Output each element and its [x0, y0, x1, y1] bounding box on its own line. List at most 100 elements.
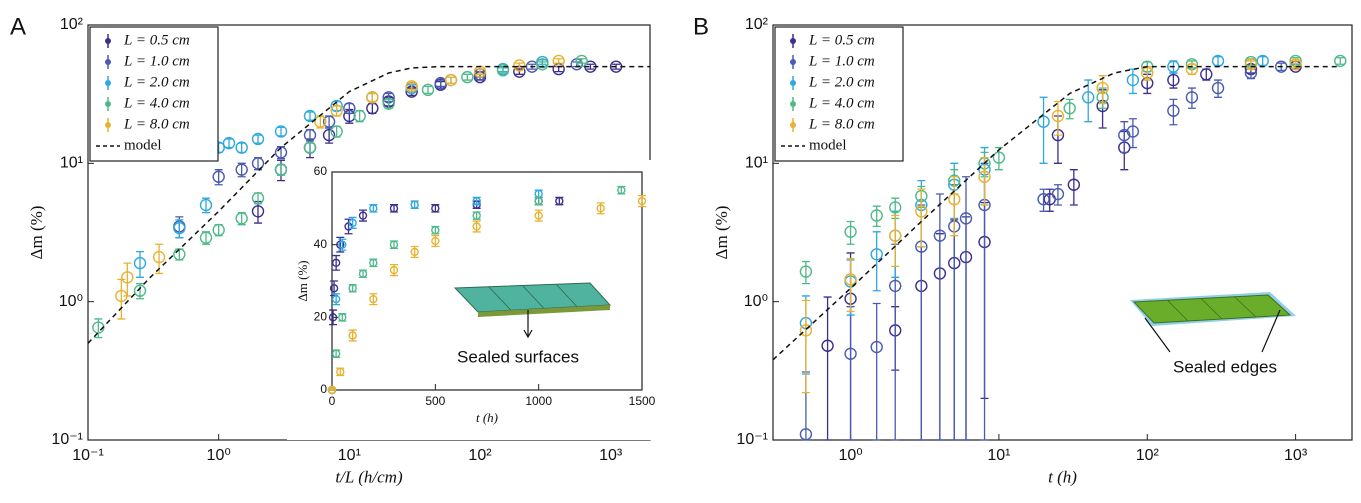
data-point: [274, 146, 288, 159]
data-point: [353, 109, 366, 123]
error-bar: [1039, 188, 1048, 212]
error-bar: [577, 58, 586, 64]
x-tick-label: 10¹: [987, 447, 1010, 464]
data-point: [870, 248, 883, 261]
legend-swatch: [790, 122, 796, 128]
data-point: [1126, 125, 1140, 138]
x-tick-label: 10⁰: [838, 447, 862, 464]
plate-edge: [478, 305, 610, 317]
error-bar: [801, 260, 810, 285]
legend-label: L = 8.0 cm: [808, 116, 875, 132]
x-tick-label: 10¹: [338, 447, 361, 464]
legend-swatch: [105, 59, 111, 65]
x-tick-label: 10²: [468, 447, 492, 464]
data-point: [235, 212, 248, 225]
data-point: [978, 170, 991, 183]
error-bar: [994, 146, 1003, 171]
y-tick-label: 0: [320, 382, 327, 396]
data-point: [322, 115, 336, 128]
error-bar: [823, 296, 832, 441]
data-point: [348, 218, 357, 228]
plate-groove: [555, 283, 578, 308]
error-bar: [935, 193, 944, 441]
data-point: [222, 136, 236, 150]
data-point: [1051, 109, 1065, 123]
data-point: [513, 59, 526, 72]
error-bar: [1128, 118, 1137, 149]
plate-groove: [1167, 299, 1189, 322]
error-bar: [1084, 79, 1093, 123]
error-bar: [872, 231, 881, 292]
data-point: [251, 132, 265, 146]
error-bar: [475, 68, 484, 75]
data-point: [133, 284, 147, 297]
data-point: [637, 196, 647, 206]
legend-swatch: [790, 38, 796, 44]
data-point: [405, 80, 418, 93]
x-axis-label: t (h): [1048, 467, 1077, 486]
data-point: [358, 211, 368, 220]
data-point: [431, 225, 440, 235]
data-point: [199, 198, 213, 212]
error-bar: [447, 76, 456, 84]
legend-swatch: [105, 38, 111, 44]
data-point: [992, 151, 1006, 164]
data-point: [369, 258, 378, 268]
data-point: [534, 211, 543, 220]
legend-label: model: [124, 137, 162, 153]
legend-label: L = 1.0 cm: [808, 53, 875, 69]
data-point: [1167, 73, 1180, 87]
data-point: [421, 83, 435, 97]
error-bar: [332, 254, 341, 271]
data-point: [1126, 73, 1140, 87]
data-point: [330, 104, 343, 117]
error-bar: [801, 299, 810, 394]
legend-label: L = 8.0 cm: [123, 116, 190, 132]
data-point: [575, 54, 588, 68]
data-point: [1082, 91, 1095, 104]
error-bar: [554, 58, 563, 64]
data-point: [121, 271, 134, 284]
data-point: [496, 64, 510, 77]
data-point: [959, 212, 973, 225]
y-tick-label: 10²: [745, 16, 769, 33]
model-line: [772, 65, 1341, 361]
data-point: [1096, 81, 1109, 95]
data-point: [933, 229, 947, 242]
data-point: [251, 205, 265, 218]
error-bar: [515, 62, 524, 69]
y-tick-label: 10⁰: [59, 293, 83, 310]
y-tick-label: 10¹: [745, 155, 768, 172]
y-tick-label: 60: [314, 164, 328, 178]
data-point: [327, 385, 337, 395]
data-point: [303, 141, 317, 154]
error-bar: [586, 63, 595, 70]
data-point: [889, 229, 902, 242]
data-point: [431, 236, 440, 246]
data-point: [303, 109, 317, 123]
model-line: [87, 65, 650, 344]
data-point: [303, 128, 317, 142]
x-tick-label: 10³: [599, 447, 623, 464]
data-point: [199, 231, 213, 244]
data-point: [212, 170, 225, 183]
legend-label: L = 0.5 cm: [808, 32, 875, 48]
x-tick-label: 10³: [1284, 447, 1308, 464]
error-bar: [1291, 60, 1300, 69]
data-point: [369, 294, 378, 304]
data-point: [799, 324, 813, 337]
data-point: [1167, 104, 1180, 117]
data-point: [915, 205, 928, 218]
legend-swatch: [105, 122, 111, 128]
legend-label: L = 4.0 cm: [808, 95, 875, 111]
legend-swatch: [105, 80, 111, 86]
error-bar: [917, 188, 926, 248]
plate-groove: [488, 286, 512, 311]
plate-groove: [522, 285, 545, 309]
data-point: [596, 204, 605, 213]
y-tick-label: 10⁰: [744, 293, 768, 310]
data-point: [235, 163, 248, 176]
